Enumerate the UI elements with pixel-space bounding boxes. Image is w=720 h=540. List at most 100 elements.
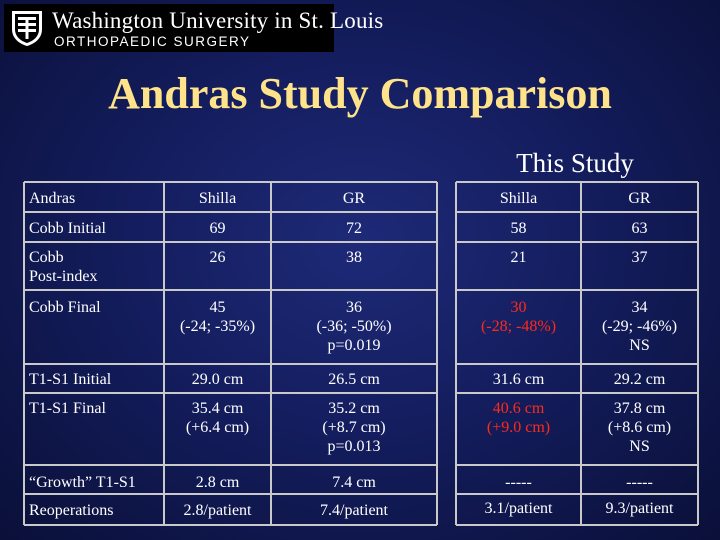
table-grid-line	[24, 464, 437, 466]
andras-shilla-value-line: 2.8 cm	[195, 474, 240, 491]
university-logo: Washington University in St. Louis ORTHO…	[4, 4, 383, 52]
andras-shilla-value: 69	[164, 219, 271, 238]
study-gr-value-line: 63	[631, 220, 648, 237]
andras-shilla-value-line: 26	[209, 249, 226, 266]
row-label-line: Cobb Initial	[29, 220, 106, 237]
study-shilla-value-line: 30	[510, 299, 527, 316]
andras-gr-value: 36 (-36; -50%) p=0.019	[271, 298, 437, 355]
andras-shilla-value-line: 69	[209, 220, 226, 237]
table-grid-line	[24, 524, 437, 526]
row-label-line: Reoperations	[29, 502, 114, 519]
study-shilla-value-line: (-28; -48%)	[480, 318, 557, 335]
table-grid-line	[24, 181, 437, 183]
row-label: T1-S1 Initial	[24, 370, 164, 389]
table-grid-line	[455, 182, 457, 525]
study-gr-value-line: 29.2 cm	[613, 371, 666, 388]
andras-gr-value-line: 7.4 cm	[332, 474, 376, 491]
study-shilla-value: 21	[456, 248, 581, 267]
andras-gr-value-line: 35.2 cm	[328, 400, 380, 417]
andras-shilla-value-line: (-24; -35%)	[179, 318, 256, 335]
table-grid-line	[456, 493, 698, 495]
table-grid-line	[456, 211, 698, 213]
study-gr-value-line: 34	[631, 299, 648, 316]
andras-shilla-value-line: 2.8/patient	[183, 502, 252, 519]
row-label: “Growth” T1-S1	[24, 473, 164, 492]
andras-gr-value-line: 72	[346, 220, 362, 237]
table-grid-line	[24, 289, 437, 291]
andras-gr-value-line: 36	[346, 299, 362, 316]
column-header-gr: GR	[581, 189, 698, 208]
study-shilla-value-line: -----	[505, 474, 532, 491]
table-grid-line	[697, 182, 699, 525]
study-gr-value-line: 9.3/patient	[605, 500, 674, 517]
andras-gr-value-line: (-36; -50%)	[316, 318, 392, 335]
andras-gr-value: 26.5 cm	[271, 370, 437, 389]
study-shilla-value-line: 40.6 cm	[492, 400, 545, 417]
study-gr-value-line: 37	[631, 249, 648, 266]
slide-title: Andras Study Comparison	[108, 69, 612, 118]
study-shilla-value: 40.6 cm (+9.0 cm)	[456, 399, 581, 437]
table-grid-line	[270, 182, 272, 525]
table-grid-line	[580, 182, 582, 525]
table-grid-line	[436, 182, 438, 525]
andras-gr-value: 35.2 cm (+8.7 cm) p=0.013	[271, 399, 437, 456]
andras-gr-value-line: 38	[346, 249, 362, 266]
table-grid-line	[456, 392, 698, 394]
andras-shilla-value-line: 35.4 cm	[191, 400, 244, 417]
andras-gr-value: 38	[271, 248, 437, 267]
row-label: Reoperations	[24, 501, 164, 520]
table-grid-line	[456, 363, 698, 365]
column-header-gr: GR	[271, 189, 437, 208]
row-label: Cobb Final	[24, 298, 164, 317]
study-gr-value-line: NS	[629, 337, 650, 354]
column-header-gr-line: GR	[628, 190, 651, 207]
study-gr-value: 34 (-29; -46%) NS	[581, 298, 698, 355]
table-grid-line	[24, 392, 437, 394]
table-grid-line	[456, 289, 698, 291]
table-grid-line	[24, 211, 437, 213]
university-name: Washington University in St. Louis	[52, 8, 384, 33]
study-gr-value-line: 37.8 cm	[613, 400, 666, 417]
andras-shilla-value-line: (+6.4 cm)	[185, 419, 250, 436]
column-header-gr-line: GR	[342, 190, 366, 207]
table-grid-line	[24, 241, 437, 243]
study-gr-value-line: (+8.6 cm)	[607, 419, 672, 436]
andras-shilla-value: 29.0 cm	[164, 370, 271, 389]
andras-gr-value: 7.4 cm	[271, 473, 437, 492]
study-gr-value-line: (-29; -46%)	[601, 318, 678, 335]
study-gr-value: -----	[581, 473, 698, 492]
column-header-shilla: Shilla	[164, 189, 271, 208]
study-shilla-value: 58	[456, 219, 581, 238]
andras-shilla-value: 2.8/patient	[164, 501, 271, 520]
column-header-andras: Andras	[24, 189, 164, 208]
study-shilla-value: 31.6 cm	[456, 370, 581, 389]
table-grid-line	[456, 241, 698, 243]
andras-gr-value-line: 26.5 cm	[328, 371, 380, 388]
column-header-shilla: Shilla	[456, 189, 581, 208]
table-grid-line	[24, 493, 437, 495]
andras-shilla-value-line: 29.0 cm	[191, 371, 244, 388]
row-label-line: Post-index	[29, 268, 98, 285]
study-gr-value: 9.3/patient	[581, 499, 698, 518]
study-gr-value: 29.2 cm	[581, 370, 698, 389]
study-gr-value-line: -----	[626, 474, 653, 491]
andras-shilla-value: 26	[164, 248, 271, 267]
row-label-line: T1-S1 Initial	[29, 371, 112, 388]
row-label-line: T1-S1 Final	[29, 400, 106, 417]
row-label: Cobb Initial	[24, 219, 164, 238]
study-shilla-value-line: (+9.0 cm)	[486, 419, 551, 436]
department-name: ORTHOPAEDIC SURGERY	[54, 34, 251, 49]
this-study-heading: This Study	[516, 148, 634, 178]
study-gr-value: 63	[581, 219, 698, 238]
study-shilla-value-line: 3.1/patient	[484, 500, 553, 517]
andras-shilla-value: 35.4 cm (+6.4 cm)	[164, 399, 271, 437]
column-header-shilla-line: Shilla	[198, 190, 237, 207]
andras-shilla-value: 2.8 cm	[164, 473, 271, 492]
study-gr-value: 37.8 cm (+8.6 cm) NS	[581, 399, 698, 456]
andras-gr-value-line: p=0.019	[327, 337, 381, 354]
table-grid-line	[163, 182, 165, 525]
study-gr-value-line: NS	[629, 438, 650, 455]
andras-gr-value-line: p=0.013	[327, 438, 381, 455]
andras-gr-value: 72	[271, 219, 437, 238]
study-shilla-value: 30 (-28; -48%)	[456, 298, 581, 336]
